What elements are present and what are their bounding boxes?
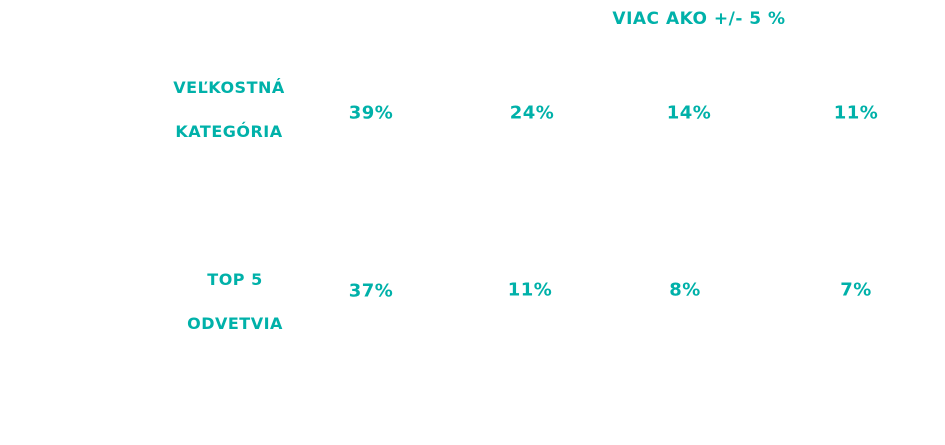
table-cell-row2-col3: 8% bbox=[669, 279, 701, 301]
table-cell-row2-col1: 37% bbox=[348, 280, 394, 302]
row-label-line1: TOP 5 bbox=[207, 270, 263, 289]
table-cell-row1-col2: 24% bbox=[509, 102, 555, 124]
table-cell-row1-col3: 14% bbox=[666, 102, 712, 124]
row-label-top-5-odvetvia: TOP 5 ODVETVIA bbox=[187, 269, 283, 335]
table-cell-row1-col4: 11% bbox=[833, 102, 879, 124]
column-group-header: VIAC AKO +/- 5 % bbox=[612, 9, 786, 29]
table-cell-row1-col1: 39% bbox=[348, 102, 394, 124]
row-label-line1: VEĽKOSTNÁ bbox=[173, 78, 285, 97]
row-label-line2: ODVETVIA bbox=[187, 314, 283, 333]
row-label-velkostna-kategoria: VEĽKOSTNÁ KATEGÓRIA bbox=[173, 77, 285, 143]
row-label-line2: KATEGÓRIA bbox=[175, 122, 283, 141]
table-cell-row2-col2: 11% bbox=[507, 279, 553, 301]
table-cell-row2-col4: 7% bbox=[840, 279, 872, 301]
